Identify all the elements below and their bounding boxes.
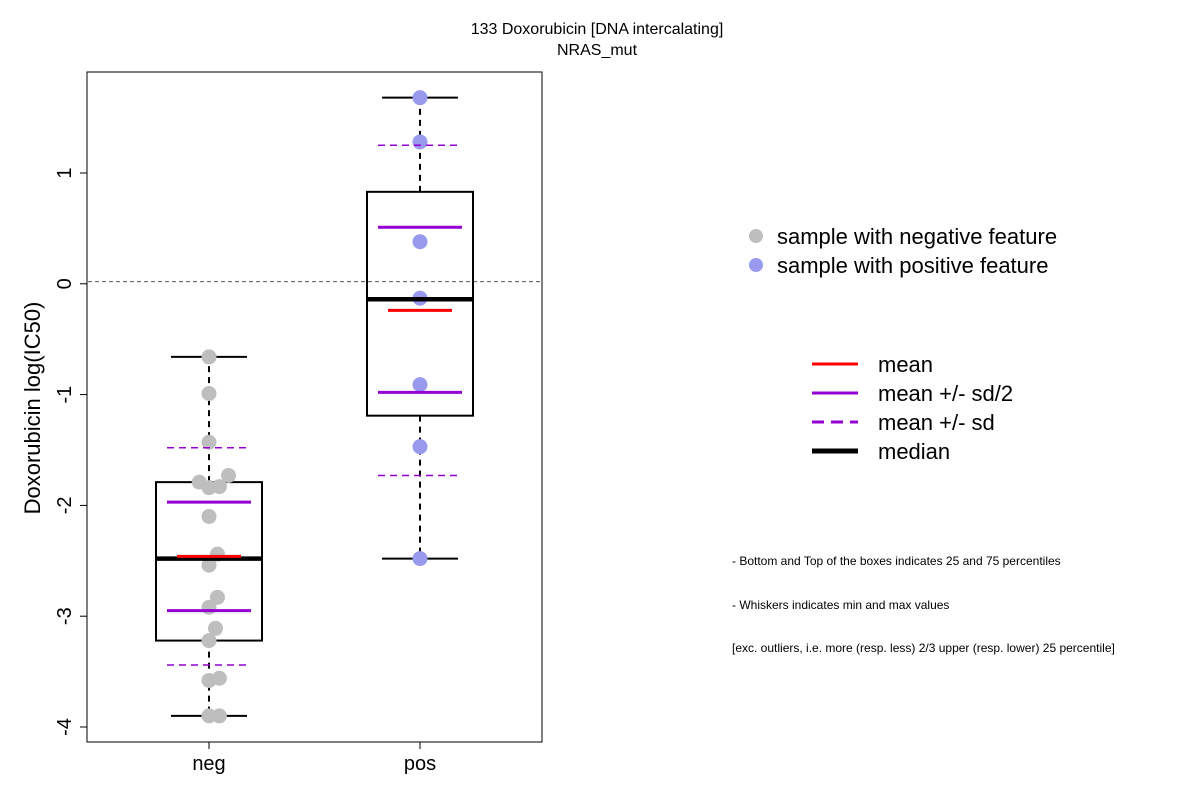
notes-block: - Bottom and Top of the boxes indicates … xyxy=(732,525,1115,670)
data-point xyxy=(221,467,236,483)
data-point xyxy=(201,672,217,688)
legend: sample with negative feature sample with … xyxy=(749,224,1057,464)
note-line: [exc. outliers, i.e. more (resp. less) 2… xyxy=(732,641,1115,655)
data-point xyxy=(412,551,428,567)
data-point xyxy=(201,385,217,401)
y-tick-label: -2 xyxy=(54,497,76,515)
chart-subtitle: NRAS_mut xyxy=(557,42,638,59)
legend-line-label: mean +/- sd xyxy=(878,410,995,435)
data-point xyxy=(201,349,217,365)
y-tick-label: 1 xyxy=(54,167,76,178)
y-tick-label: -1 xyxy=(54,386,76,404)
legend-line-label: median xyxy=(878,439,950,464)
data-point xyxy=(201,633,217,649)
data-point xyxy=(412,377,428,393)
note-line: - Whiskers indicates min and max values xyxy=(732,597,950,612)
y-tick-label: -3 xyxy=(54,607,76,625)
data-point xyxy=(201,434,217,450)
note-line: - Bottom and Top of the boxes indicates … xyxy=(732,554,1061,568)
x-tick-label: pos xyxy=(404,753,436,775)
legend-point-marker xyxy=(749,258,763,272)
y-tick-label: 0 xyxy=(54,278,76,289)
legend-point-label: sample with negative feature xyxy=(777,224,1057,249)
data-point xyxy=(412,234,428,250)
data-point xyxy=(211,708,227,724)
legend-line-label: mean +/- sd/2 xyxy=(878,381,1013,406)
data-point xyxy=(201,557,217,573)
data-point xyxy=(201,708,217,724)
box xyxy=(366,190,474,417)
chart-title: 133 Doxorubicin [DNA intercalating] xyxy=(471,21,724,38)
data-point xyxy=(412,90,428,106)
data-point xyxy=(412,134,428,150)
legend-point-marker xyxy=(749,229,763,243)
data-point xyxy=(211,479,227,495)
legend-point-label: sample with positive feature xyxy=(777,253,1048,278)
y-axis-label: Doxorubicin log(IC50) xyxy=(20,302,45,515)
plot-frame xyxy=(86,71,543,743)
data-point xyxy=(208,620,223,636)
data-point xyxy=(412,439,428,455)
data-point xyxy=(201,599,217,615)
data-point xyxy=(209,589,225,605)
data-point xyxy=(201,508,217,524)
y-tick-label: -4 xyxy=(54,718,76,736)
legend-line-label: mean xyxy=(878,352,933,377)
x-tick-label: neg xyxy=(192,753,225,775)
plot-area: -4 -3 -2 -1 0 1 neg pos xyxy=(54,90,541,775)
